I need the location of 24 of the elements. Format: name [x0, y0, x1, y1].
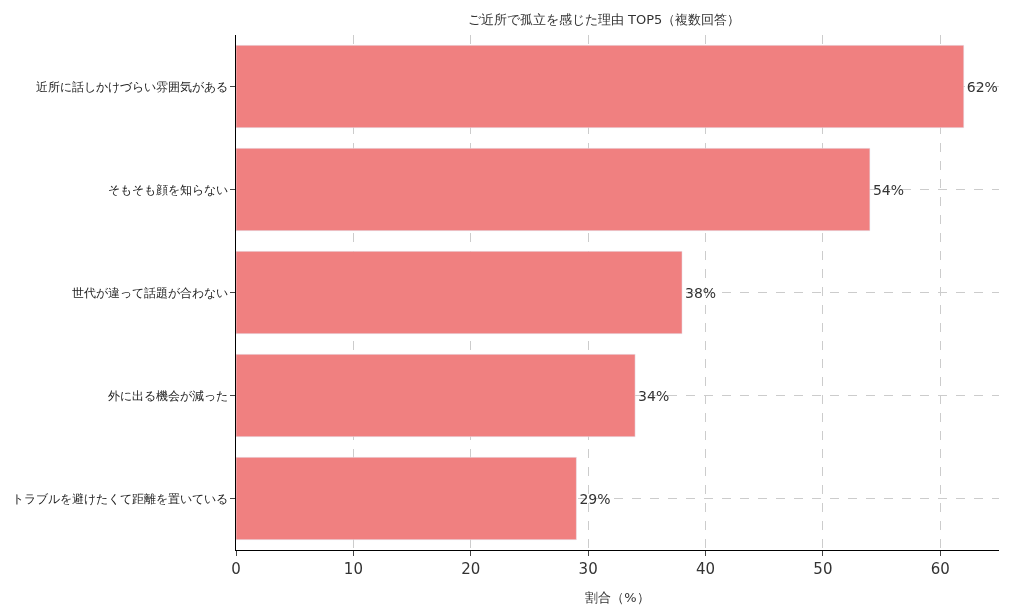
y-tick-label: 世代が違って話題が合わない: [71, 285, 228, 300]
bar: [236, 251, 683, 334]
x-tick-label: 50: [813, 560, 833, 578]
bar: [236, 354, 636, 437]
x-tick-label: 10: [343, 560, 363, 578]
x-tick-label: 20: [461, 560, 481, 578]
x-tick-label: 40: [695, 560, 716, 578]
y-tick-label: そもそも顔を知らない: [107, 182, 228, 197]
x-tick-label: 30: [578, 560, 598, 578]
bar: [236, 45, 965, 128]
data-label: 34%: [638, 387, 670, 404]
data-label: 29%: [579, 490, 611, 507]
chart-title: ご近所で孤立を感じた理由 TOP5（複数回答）: [467, 12, 741, 28]
data-label: 62%: [966, 78, 998, 95]
y-tick-label: 外に出る機会が減った: [107, 388, 228, 403]
data-label: 38%: [685, 284, 717, 301]
bar: [236, 457, 577, 540]
bar: [236, 148, 871, 231]
data-label: 54%: [872, 181, 905, 198]
x-tick-label: 60: [930, 560, 950, 578]
x-axis-title: 割合（%）: [585, 589, 650, 605]
y-tick-label: 近所に話しかけづらい雰囲気がある: [35, 79, 228, 94]
y-tick-label: トラブルを避けたくて距離を置いている: [11, 491, 228, 506]
x-tick-label: 0: [231, 560, 241, 578]
